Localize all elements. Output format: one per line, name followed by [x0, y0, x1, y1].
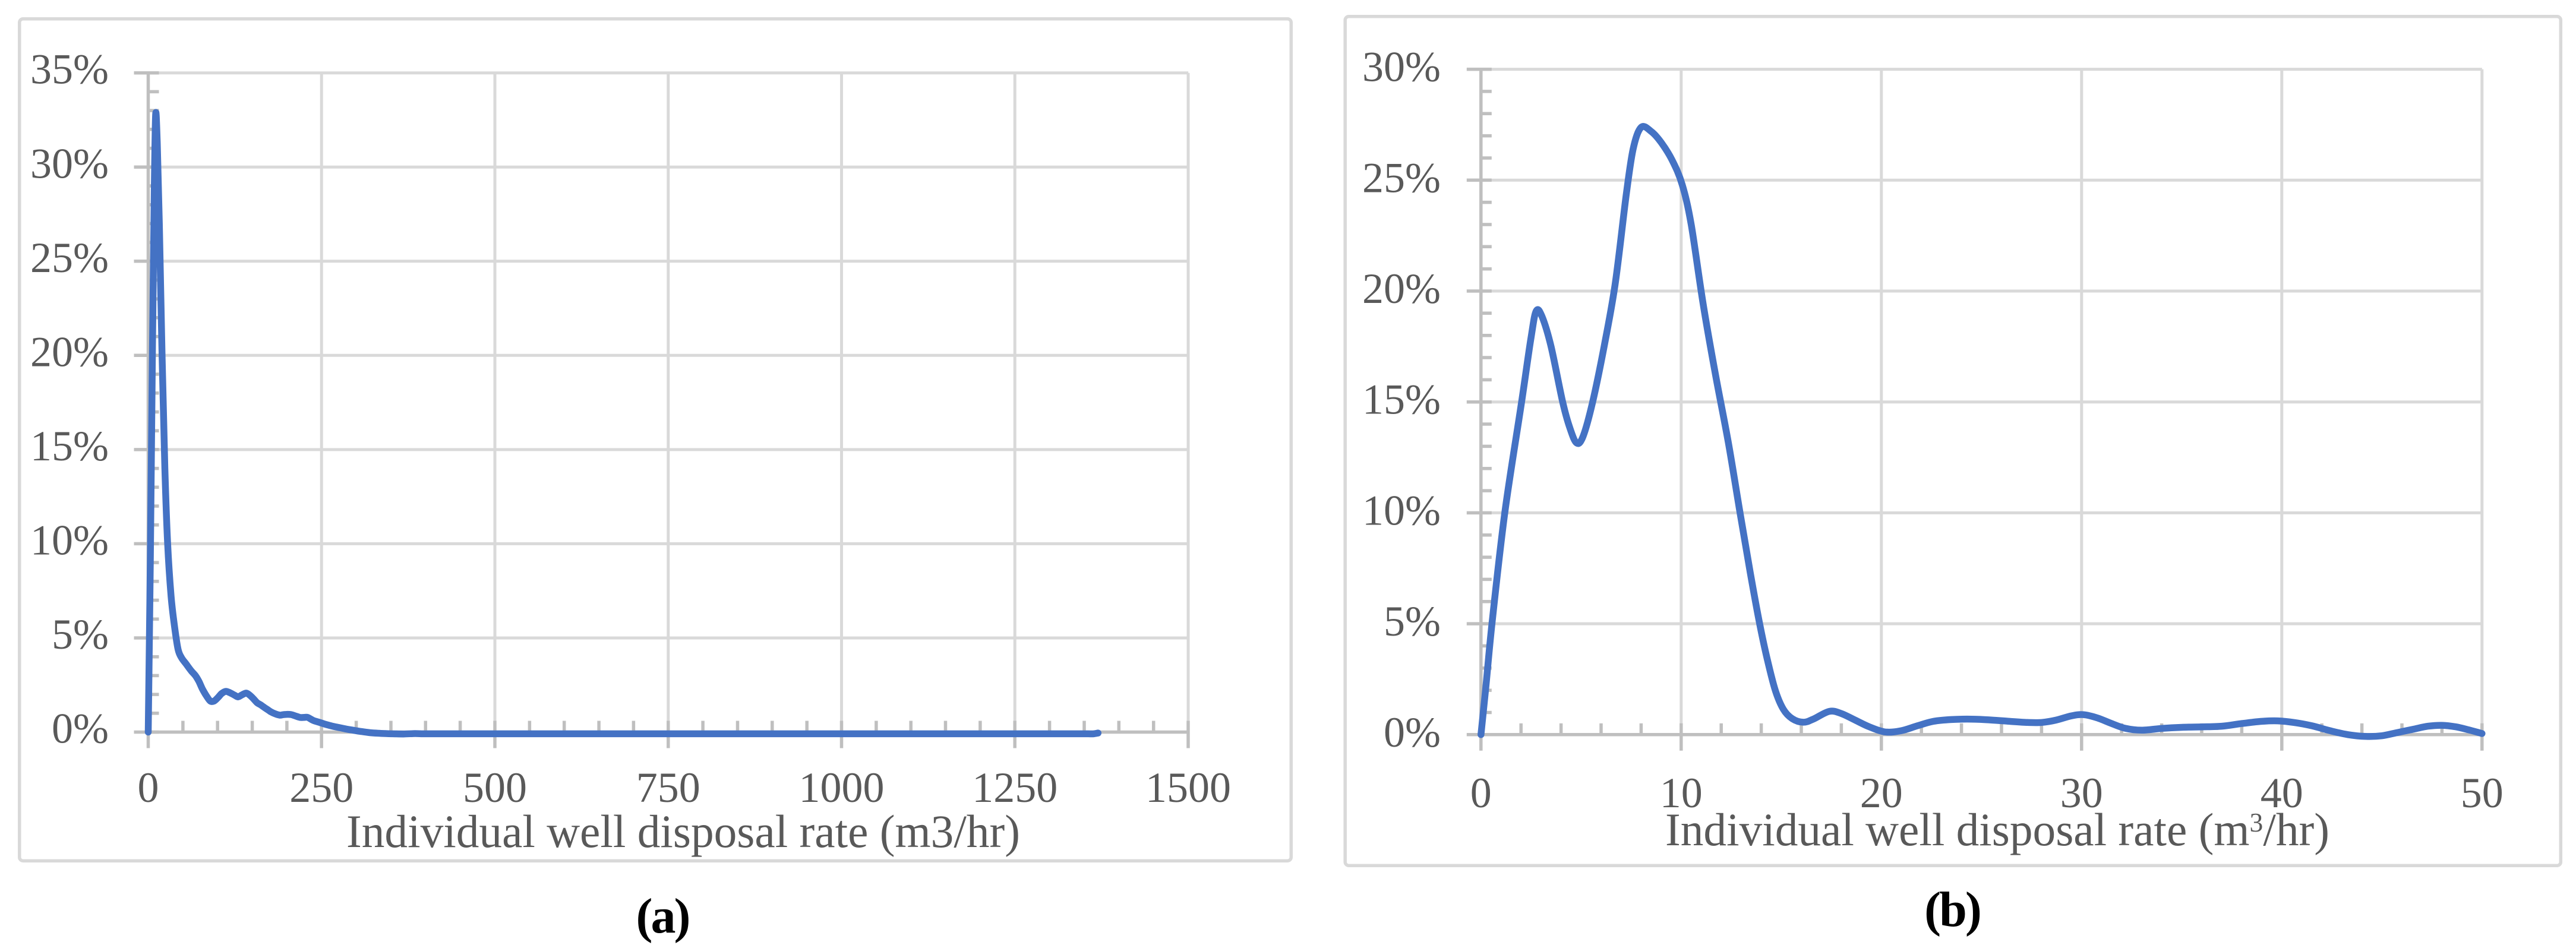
- svg-text:25%: 25%: [1362, 154, 1441, 201]
- svg-text:15%: 15%: [1362, 376, 1441, 424]
- svg-text:1250: 1250: [972, 764, 1057, 811]
- svg-text:0: 0: [1470, 769, 1492, 817]
- svg-text:1000: 1000: [799, 764, 885, 811]
- svg-text:750: 750: [636, 764, 700, 811]
- svg-text:Individual well disposal rate: Individual well disposal rate (m3/hr): [346, 805, 1020, 857]
- svg-text:25%: 25%: [30, 234, 109, 282]
- svg-text:15%: 15%: [30, 422, 109, 470]
- svg-text:250: 250: [289, 764, 353, 811]
- svg-text:40: 40: [2261, 769, 2303, 817]
- svg-text:5%: 5%: [1384, 598, 1441, 645]
- svg-text:20%: 20%: [1362, 265, 1441, 312]
- svg-text:0: 0: [138, 764, 159, 811]
- svg-text:10: 10: [1660, 769, 1703, 817]
- svg-text:5%: 5%: [52, 611, 109, 658]
- svg-text:0%: 0%: [1384, 709, 1441, 756]
- svg-text:(b): (b): [1924, 882, 1980, 937]
- svg-text:20%: 20%: [30, 328, 109, 375]
- svg-text:50: 50: [2461, 769, 2504, 817]
- svg-text:35%: 35%: [30, 46, 109, 93]
- svg-text:0%: 0%: [52, 705, 109, 753]
- svg-text:10%: 10%: [1362, 486, 1441, 534]
- svg-text:10%: 10%: [30, 516, 109, 564]
- svg-text:20: 20: [1860, 769, 1903, 817]
- svg-text:(a): (a): [636, 889, 689, 944]
- svg-text:30%: 30%: [30, 140, 109, 187]
- svg-text:Individual well disposal rate: Individual well disposal rate (m3/hr): [1665, 804, 2329, 855]
- svg-text:30%: 30%: [1362, 43, 1441, 91]
- svg-text:30: 30: [2060, 769, 2103, 817]
- svg-text:500: 500: [463, 764, 527, 811]
- svg-text:1500: 1500: [1145, 764, 1231, 811]
